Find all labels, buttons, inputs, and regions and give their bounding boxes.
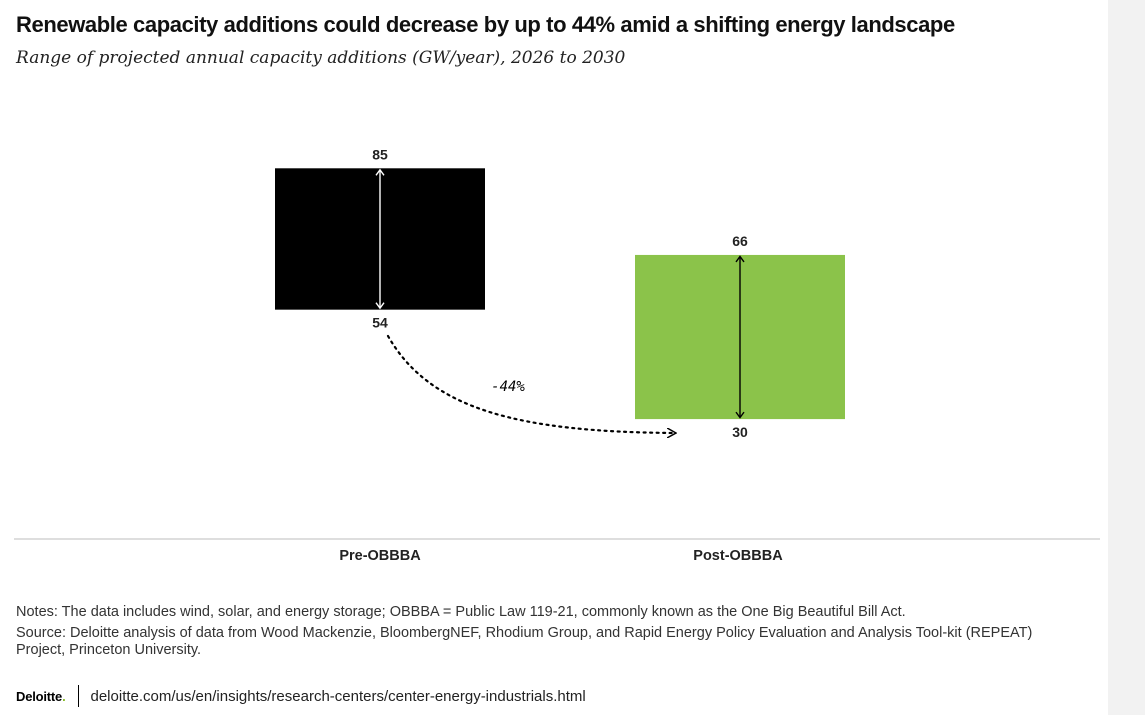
- change-arrow: [386, 334, 675, 433]
- low-label-pre-obbba: 54: [372, 315, 388, 331]
- category-label-post-obbba: Post-OBBBA: [693, 548, 783, 564]
- chart-title: Renewable capacity additions could decre…: [16, 12, 955, 37]
- notes-text: Notes: The data includes wind, solar, an…: [16, 604, 906, 620]
- range-arrow-down-post-obbba: [735, 411, 745, 419]
- source-text: Source: Deloitte analysis of data from W…: [16, 625, 1033, 658]
- high-label-pre-obbba: 85: [372, 146, 388, 162]
- range-arrow-down-pre-obbba: [375, 302, 385, 310]
- range-arrow-up-pre-obbba: [375, 168, 385, 176]
- low-label-post-obbba: 30: [732, 424, 748, 440]
- logo-dot: .: [62, 688, 66, 704]
- deloitte-logo: Deloitte.: [16, 689, 66, 704]
- change-annotation: -44%: [491, 379, 525, 395]
- footer-url-link[interactable]: deloitte.com/us/en/insights/research-cen…: [90, 687, 586, 705]
- range-bar-chart: 85 54 66 30 Pre-OBBBA Post-OBBBA -44%: [14, 146, 1100, 564]
- category-label-pre-obbba: Pre-OBBBA: [339, 548, 421, 564]
- notes-block: Notes: The data includes wind, solar, an…: [16, 604, 1076, 663]
- right-margin-strip: [1108, 0, 1145, 715]
- chart-subtitle: Range of projected annual capacity addit…: [16, 48, 626, 68]
- range-arrow-up-post-obbba: [735, 255, 745, 263]
- high-label-post-obbba: 66: [732, 233, 748, 249]
- bars-layer: 85 54 66 30 Pre-OBBBA Post-OBBBA: [275, 146, 845, 564]
- logo-text: Deloitte: [16, 688, 63, 704]
- footer-divider: [77, 685, 79, 707]
- footer: Deloitte. deloitte.com/us/en/insights/re…: [16, 684, 586, 708]
